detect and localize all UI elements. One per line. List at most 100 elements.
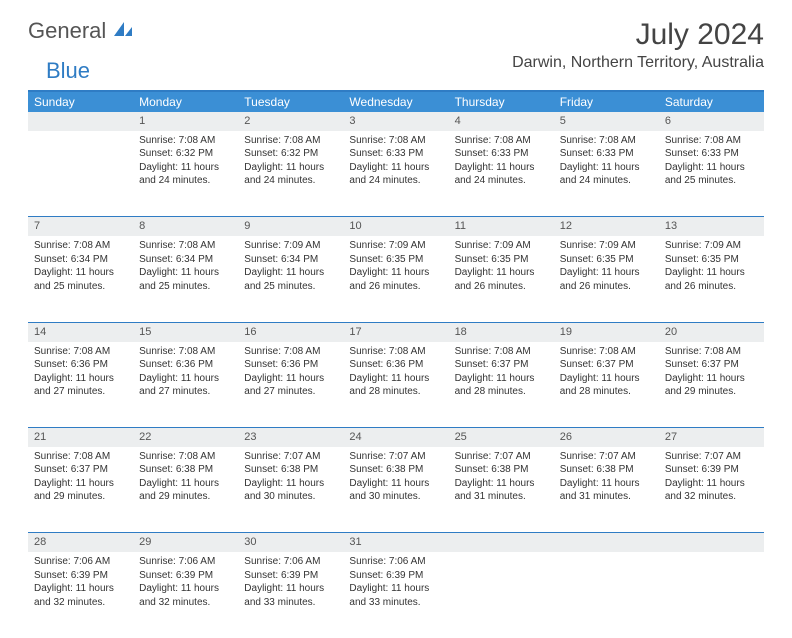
day-content-cell: Sunrise: 7:08 AMSunset: 6:34 PMDaylight:… (133, 236, 238, 322)
day-content-cell: Sunrise: 7:08 AMSunset: 6:32 PMDaylight:… (133, 131, 238, 217)
daylight-line: Daylight: 11 hours and 27 minutes. (34, 372, 127, 399)
day-content-cell: Sunrise: 7:09 AMSunset: 6:34 PMDaylight:… (238, 236, 343, 322)
day-number-cell: 28 (28, 533, 133, 552)
sunset-line: Sunset: 6:33 PM (665, 147, 758, 161)
daylight-line: Daylight: 11 hours and 28 minutes. (349, 372, 442, 399)
sunrise-line: Sunrise: 7:09 AM (455, 239, 548, 253)
sunrise-line: Sunrise: 7:07 AM (349, 450, 442, 464)
sunrise-line: Sunrise: 7:08 AM (34, 239, 127, 253)
sunset-line: Sunset: 6:34 PM (139, 253, 232, 267)
daylight-line: Daylight: 11 hours and 25 minutes. (139, 266, 232, 293)
month-title: July 2024 (512, 18, 764, 52)
day-number-cell: 3 (343, 112, 448, 131)
sunrise-line: Sunrise: 7:08 AM (665, 134, 758, 148)
sunset-line: Sunset: 6:33 PM (455, 147, 548, 161)
week-content-row: Sunrise: 7:08 AMSunset: 6:37 PMDaylight:… (28, 447, 764, 533)
logo-sail-icon (112, 20, 134, 43)
sunset-line: Sunset: 6:39 PM (349, 569, 442, 583)
day-number-cell: 17 (343, 322, 448, 341)
daylight-line: Daylight: 11 hours and 29 minutes. (34, 477, 127, 504)
day-number-cell: 27 (659, 428, 764, 447)
day-number-cell: 4 (449, 112, 554, 131)
sunrise-line: Sunrise: 7:06 AM (139, 555, 232, 569)
day-content-cell: Sunrise: 7:06 AMSunset: 6:39 PMDaylight:… (133, 552, 238, 638)
day-number-cell: 18 (449, 322, 554, 341)
daylight-line: Daylight: 11 hours and 25 minutes. (34, 266, 127, 293)
day-content-cell: Sunrise: 7:07 AMSunset: 6:38 PMDaylight:… (449, 447, 554, 533)
day-content-cell: Sunrise: 7:07 AMSunset: 6:38 PMDaylight:… (554, 447, 659, 533)
day-content-cell: Sunrise: 7:09 AMSunset: 6:35 PMDaylight:… (659, 236, 764, 322)
day-content-cell: Sunrise: 7:08 AMSunset: 6:37 PMDaylight:… (449, 342, 554, 428)
sunrise-line: Sunrise: 7:08 AM (244, 345, 337, 359)
sunset-line: Sunset: 6:37 PM (455, 358, 548, 372)
day-number-cell: 31 (343, 533, 448, 552)
daylight-line: Daylight: 11 hours and 26 minutes. (560, 266, 653, 293)
logo-text-general: General (28, 18, 106, 44)
sunset-line: Sunset: 6:36 PM (34, 358, 127, 372)
day-number-cell: 9 (238, 217, 343, 236)
day-number-cell (449, 533, 554, 552)
dow-thursday: Thursday (449, 91, 554, 112)
day-content-cell: Sunrise: 7:08 AMSunset: 6:37 PMDaylight:… (554, 342, 659, 428)
sunrise-line: Sunrise: 7:08 AM (349, 345, 442, 359)
day-number-cell: 8 (133, 217, 238, 236)
day-number-cell: 21 (28, 428, 133, 447)
sunset-line: Sunset: 6:35 PM (455, 253, 548, 267)
day-number-cell: 24 (343, 428, 448, 447)
day-number-cell: 11 (449, 217, 554, 236)
sunrise-line: Sunrise: 7:08 AM (139, 134, 232, 148)
sunset-line: Sunset: 6:38 PM (244, 463, 337, 477)
day-content-cell: Sunrise: 7:07 AMSunset: 6:38 PMDaylight:… (238, 447, 343, 533)
sunset-line: Sunset: 6:35 PM (349, 253, 442, 267)
sunrise-line: Sunrise: 7:08 AM (455, 345, 548, 359)
sunset-line: Sunset: 6:32 PM (244, 147, 337, 161)
day-number-cell: 23 (238, 428, 343, 447)
daylight-line: Daylight: 11 hours and 24 minutes. (139, 161, 232, 188)
day-content-cell: Sunrise: 7:08 AMSunset: 6:36 PMDaylight:… (343, 342, 448, 428)
sunset-line: Sunset: 6:33 PM (560, 147, 653, 161)
logo: General (28, 18, 136, 44)
sunrise-line: Sunrise: 7:08 AM (244, 134, 337, 148)
day-content-cell (28, 131, 133, 217)
day-number-cell: 12 (554, 217, 659, 236)
week-daynum-row: 14151617181920 (28, 322, 764, 341)
sunrise-line: Sunrise: 7:08 AM (34, 345, 127, 359)
daylight-line: Daylight: 11 hours and 27 minutes. (244, 372, 337, 399)
week-daynum-row: 21222324252627 (28, 428, 764, 447)
day-content-cell: Sunrise: 7:08 AMSunset: 6:34 PMDaylight:… (28, 236, 133, 322)
dow-friday: Friday (554, 91, 659, 112)
week-daynum-row: 28293031 (28, 533, 764, 552)
day-content-cell (659, 552, 764, 638)
day-number-cell: 30 (238, 533, 343, 552)
sunset-line: Sunset: 6:38 PM (560, 463, 653, 477)
sunrise-line: Sunrise: 7:08 AM (665, 345, 758, 359)
daylight-line: Daylight: 11 hours and 31 minutes. (455, 477, 548, 504)
day-number-cell: 2 (238, 112, 343, 131)
sunset-line: Sunset: 6:37 PM (34, 463, 127, 477)
sunset-line: Sunset: 6:34 PM (34, 253, 127, 267)
sunset-line: Sunset: 6:35 PM (665, 253, 758, 267)
daylight-line: Daylight: 11 hours and 29 minutes. (665, 372, 758, 399)
sunrise-line: Sunrise: 7:07 AM (455, 450, 548, 464)
daylight-line: Daylight: 11 hours and 26 minutes. (349, 266, 442, 293)
daylight-line: Daylight: 11 hours and 28 minutes. (560, 372, 653, 399)
day-number-cell: 5 (554, 112, 659, 131)
dow-monday: Monday (133, 91, 238, 112)
daylight-line: Daylight: 11 hours and 31 minutes. (560, 477, 653, 504)
sunset-line: Sunset: 6:34 PM (244, 253, 337, 267)
sunrise-line: Sunrise: 7:07 AM (560, 450, 653, 464)
sunrise-line: Sunrise: 7:08 AM (560, 134, 653, 148)
day-number-cell: 6 (659, 112, 764, 131)
daylight-line: Daylight: 11 hours and 32 minutes. (34, 582, 127, 609)
sunset-line: Sunset: 6:39 PM (665, 463, 758, 477)
dow-saturday: Saturday (659, 91, 764, 112)
daylight-line: Daylight: 11 hours and 30 minutes. (349, 477, 442, 504)
calendar-table: Sunday Monday Tuesday Wednesday Thursday… (28, 90, 764, 638)
logo-text-blue: Blue (46, 58, 90, 83)
day-content-cell: Sunrise: 7:08 AMSunset: 6:36 PMDaylight:… (238, 342, 343, 428)
daylight-line: Daylight: 11 hours and 32 minutes. (665, 477, 758, 504)
day-number-cell: 19 (554, 322, 659, 341)
day-content-cell: Sunrise: 7:08 AMSunset: 6:33 PMDaylight:… (449, 131, 554, 217)
calendar-body: 123456Sunrise: 7:08 AMSunset: 6:32 PMDay… (28, 112, 764, 638)
day-number-cell: 25 (449, 428, 554, 447)
